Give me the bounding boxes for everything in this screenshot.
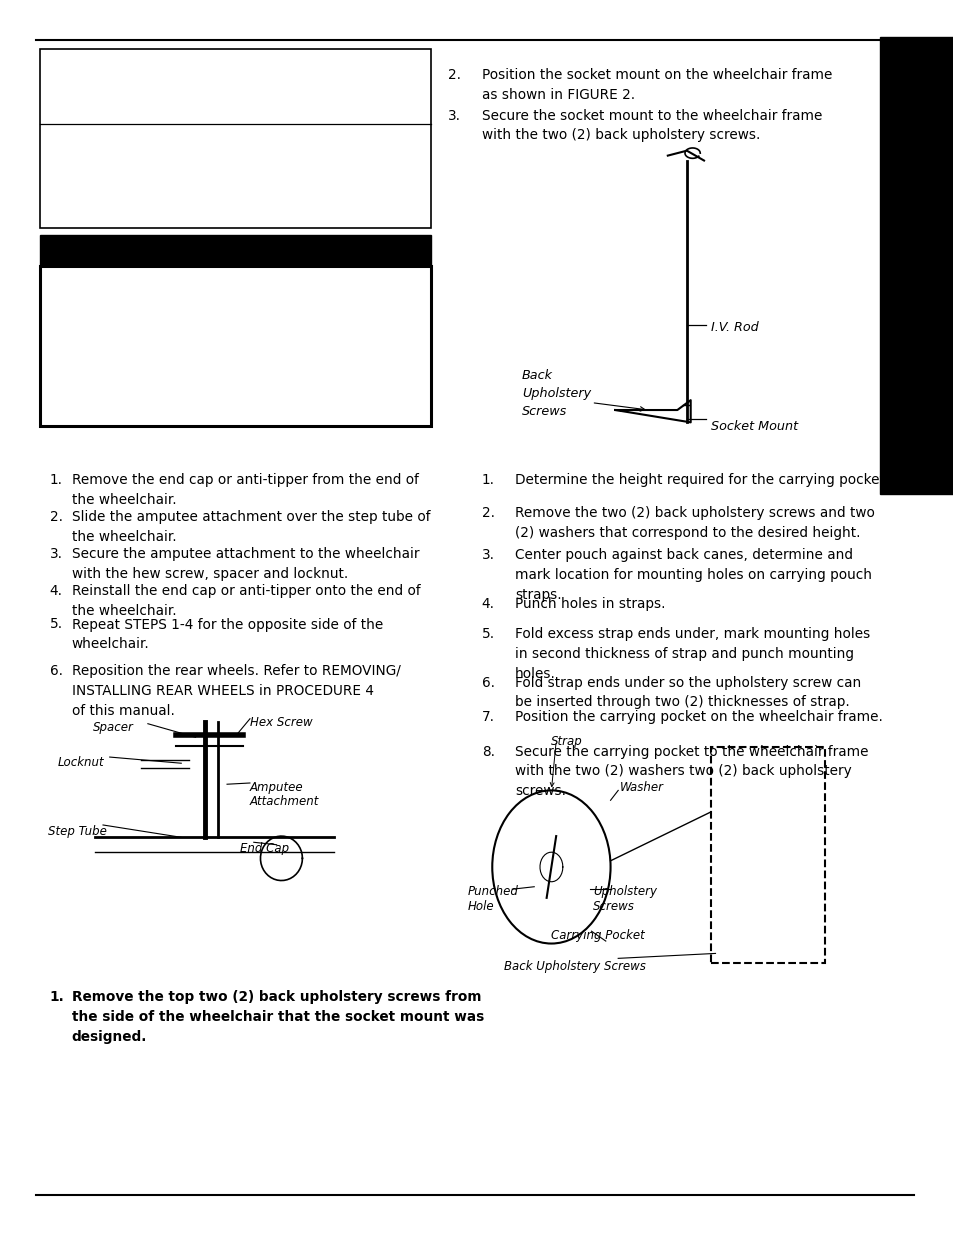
Text: Punched: Punched [467, 885, 517, 899]
Text: designed.: designed. [71, 1030, 147, 1044]
Text: Secure the amputee attachment to the wheelchair: Secure the amputee attachment to the whe… [71, 547, 418, 561]
Text: (2) washers that correspond to the desired height.: (2) washers that correspond to the desir… [515, 526, 860, 540]
Text: Reposition the rear wheels. Refer to REMOVING/: Reposition the rear wheels. Refer to REM… [71, 664, 400, 678]
Text: in second thickness of strap and punch mounting: in second thickness of strap and punch m… [515, 647, 853, 661]
Text: Fold excess strap ends under, mark mounting holes: Fold excess strap ends under, mark mount… [515, 627, 869, 641]
Text: with the two (2) back upholstery screws.: with the two (2) back upholstery screws. [481, 128, 760, 142]
Text: Spacer: Spacer [92, 721, 133, 735]
Text: 7.: 7. [481, 710, 495, 724]
Text: Back Upholstery Screws: Back Upholstery Screws [503, 960, 645, 973]
Text: Fold strap ends under so the upholstery screw can: Fold strap ends under so the upholstery … [515, 676, 861, 689]
Text: 3.: 3. [50, 547, 63, 561]
Text: 1.: 1. [481, 473, 495, 487]
Text: with the two (2) washers two (2) back upholstery: with the two (2) washers two (2) back up… [515, 764, 851, 778]
Text: I.V. Rod: I.V. Rod [710, 321, 758, 335]
Text: the wheelchair.: the wheelchair. [71, 530, 176, 543]
Text: 4.: 4. [481, 597, 495, 610]
Text: 5.: 5. [481, 627, 495, 641]
Text: Amputee: Amputee [250, 781, 303, 794]
Text: Secure the socket mount to the wheelchair frame: Secure the socket mount to the wheelchai… [481, 109, 821, 122]
Text: Reinstall the end cap or anti-tipper onto the end of: Reinstall the end cap or anti-tipper ont… [71, 584, 419, 598]
Text: Position the carrying pocket on the wheelchair frame.: Position the carrying pocket on the whee… [515, 710, 882, 724]
Text: 6.: 6. [481, 676, 495, 689]
Text: Washer: Washer [619, 781, 663, 794]
Text: Repeat STEPS 1-4 for the opposite side of the: Repeat STEPS 1-4 for the opposite side o… [71, 618, 382, 631]
Text: Slide the amputee attachment over the step tube of: Slide the amputee attachment over the st… [71, 510, 430, 524]
Text: Remove the top two (2) back upholstery screws from: Remove the top two (2) back upholstery s… [71, 990, 480, 1004]
Text: as shown in FIGURE 2.: as shown in FIGURE 2. [481, 88, 635, 101]
Text: Carrying Pocket: Carrying Pocket [551, 929, 644, 942]
Text: Center pouch against back canes, determine and: Center pouch against back canes, determi… [515, 548, 852, 562]
Text: the wheelchair.: the wheelchair. [71, 493, 176, 506]
Text: End Cap: End Cap [240, 842, 289, 856]
Text: Determine the height required for the carrying pocket.: Determine the height required for the ca… [515, 473, 888, 487]
Text: holes.: holes. [515, 667, 556, 680]
Text: 3.: 3. [448, 109, 461, 122]
Bar [710, 747, 824, 963]
Text: 2.: 2. [448, 68, 461, 82]
Text: screws.: screws. [515, 784, 565, 798]
Text: Socket Mount: Socket Mount [710, 420, 797, 433]
Bar [40, 266, 431, 426]
Bar [40, 235, 431, 266]
Text: 3.: 3. [481, 548, 495, 562]
Text: Punch holes in straps.: Punch holes in straps. [515, 597, 665, 610]
Text: Upholstery: Upholstery [593, 885, 657, 899]
Text: mark location for mounting holes on carrying pouch: mark location for mounting holes on carr… [515, 568, 871, 582]
Text: 1.: 1. [50, 473, 63, 487]
Text: Remove the end cap or anti-tipper from the end of: Remove the end cap or anti-tipper from t… [71, 473, 418, 487]
Text: Strap: Strap [551, 735, 582, 748]
Text: Hex Screw: Hex Screw [250, 716, 313, 730]
Text: Remove the two (2) back upholstery screws and two: Remove the two (2) back upholstery screw… [515, 506, 874, 520]
Text: Upholstery: Upholstery [521, 388, 590, 400]
Text: with the hew screw, spacer and locknut.: with the hew screw, spacer and locknut. [71, 567, 348, 580]
Text: Back: Back [521, 369, 552, 383]
Text: the side of the wheelchair that the socket mount was: the side of the wheelchair that the sock… [71, 1010, 483, 1024]
Text: Attachment: Attachment [250, 795, 319, 809]
Text: 6.: 6. [50, 664, 63, 678]
Text: of this manual.: of this manual. [71, 704, 174, 718]
Text: wheelchair.: wheelchair. [71, 637, 149, 651]
Text: INSTALLING REAR WHEELS in PROCEDURE 4: INSTALLING REAR WHEELS in PROCEDURE 4 [71, 684, 374, 698]
Text: Screws: Screws [593, 900, 635, 914]
Text: Hole: Hole [467, 900, 494, 914]
Text: straps.: straps. [515, 588, 561, 601]
Text: 5.: 5. [50, 618, 63, 631]
Text: be inserted through two (2) thicknesses of strap.: be inserted through two (2) thicknesses … [515, 695, 849, 709]
Text: 8.: 8. [481, 745, 495, 758]
Text: 2.: 2. [50, 510, 63, 524]
Bar [40, 49, 431, 228]
Bar [879, 37, 953, 494]
Text: Position the socket mount on the wheelchair frame: Position the socket mount on the wheelch… [481, 68, 831, 82]
Text: 2.: 2. [481, 506, 495, 520]
Text: Secure the carrying pocket to the wheelchair frame: Secure the carrying pocket to the wheelc… [515, 745, 868, 758]
Text: Step Tube: Step Tube [48, 825, 107, 839]
Text: 4.: 4. [50, 584, 63, 598]
Text: the wheelchair.: the wheelchair. [71, 604, 176, 618]
Text: 1.: 1. [50, 990, 64, 1004]
Text: Locknut: Locknut [57, 756, 104, 769]
Text: Screws: Screws [521, 405, 566, 419]
